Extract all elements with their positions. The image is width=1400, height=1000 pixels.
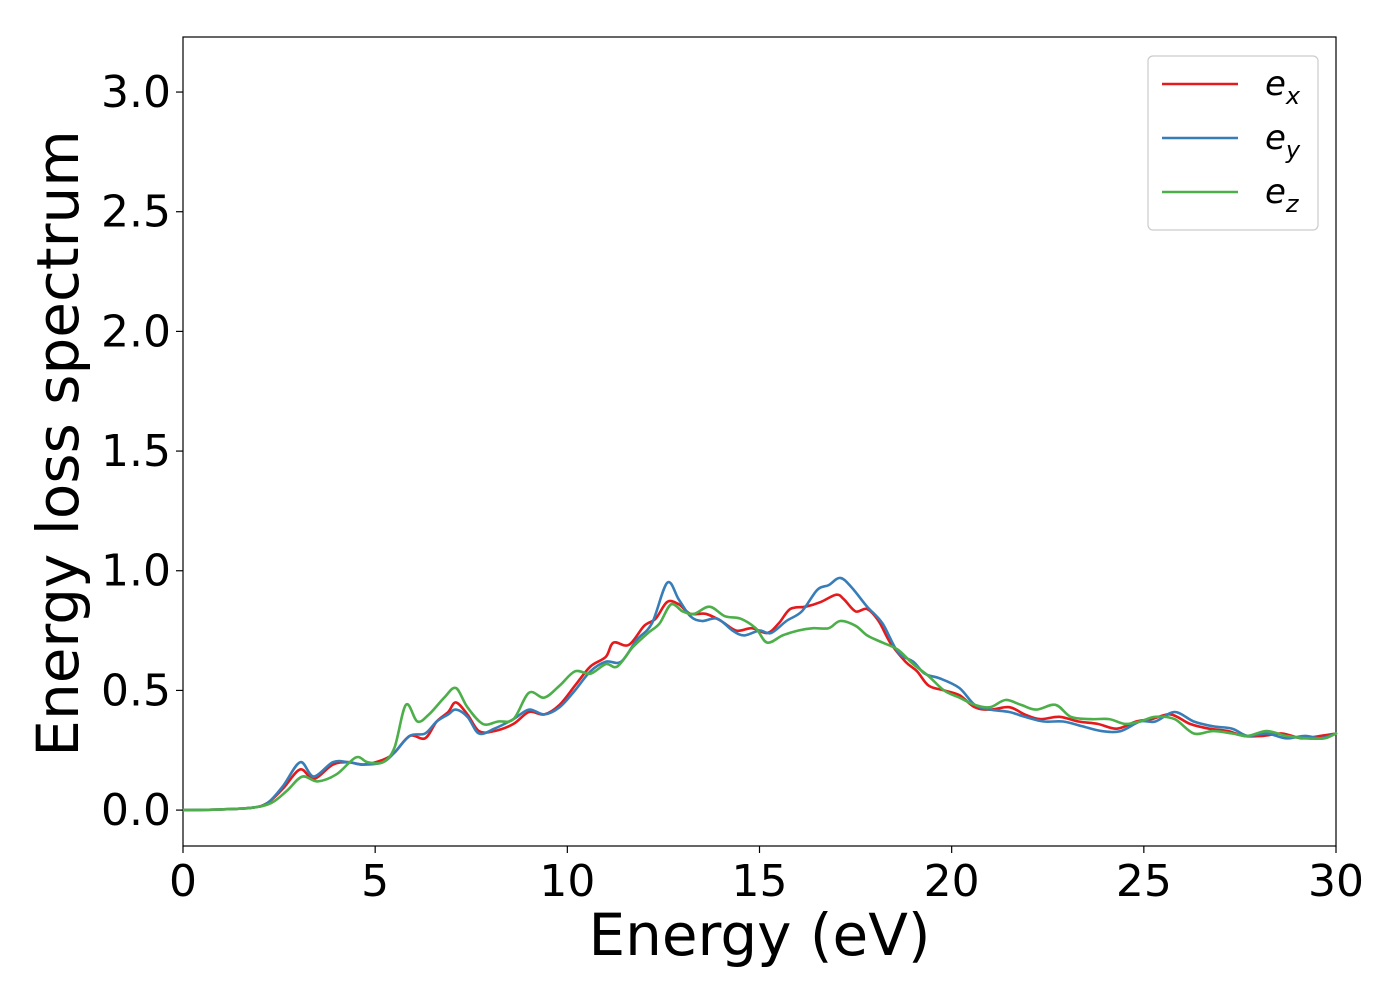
series-line-e-y bbox=[181, 576, 1338, 812]
x-tick-label: 25 bbox=[1116, 856, 1172, 907]
x-tick-label: 15 bbox=[732, 856, 788, 907]
x-tick-label: 30 bbox=[1308, 856, 1364, 907]
series-line-e-z bbox=[181, 602, 1338, 812]
legend-box bbox=[1147, 55, 1319, 231]
series-layer bbox=[181, 576, 1338, 812]
x-axis: 0 5 10 15 20 25 30 bbox=[169, 846, 1364, 907]
x-tick-label: 0 bbox=[169, 856, 197, 907]
y-tick-label: 0.5 bbox=[101, 665, 171, 716]
series-line-e-x bbox=[181, 593, 1338, 812]
y-tick-label: 1.0 bbox=[101, 546, 171, 597]
y-tick-label: 0.0 bbox=[101, 785, 171, 836]
y-tick-label: 3.0 bbox=[101, 67, 171, 118]
legend: ex ey ez bbox=[1147, 55, 1319, 231]
x-tick-label: 5 bbox=[361, 856, 389, 907]
legend-label-z: ez bbox=[1265, 172, 1300, 218]
y-tick-label: 1.5 bbox=[101, 426, 171, 477]
x-tick-label: 20 bbox=[924, 856, 980, 907]
legend-items: ex ey ez bbox=[1162, 64, 1301, 218]
y-tick-label: 2.0 bbox=[101, 306, 171, 357]
x-axis-title: Energy (eV) bbox=[588, 901, 930, 969]
legend-label-x: ex bbox=[1265, 64, 1301, 110]
legend-label-y: ey bbox=[1265, 118, 1301, 164]
x-tick-label: 10 bbox=[539, 856, 595, 907]
y-tick-label: 2.5 bbox=[101, 187, 171, 238]
y-axis: 0.0 0.5 1.0 1.5 2.0 2.5 3.0 bbox=[101, 67, 183, 836]
y-axis-title: Energy loss spectrum bbox=[24, 130, 92, 756]
